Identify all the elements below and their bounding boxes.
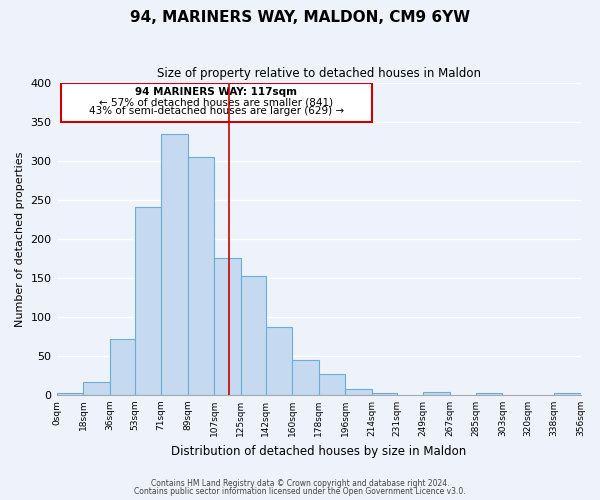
Bar bbox=[345, 388, 371, 395]
Text: Contains public sector information licensed under the Open Government Licence v3: Contains public sector information licen… bbox=[134, 487, 466, 496]
Text: 43% of semi-detached houses are larger (629) →: 43% of semi-detached houses are larger (… bbox=[89, 106, 344, 117]
Bar bbox=[83, 382, 110, 395]
Bar bbox=[56, 392, 83, 395]
Y-axis label: Number of detached properties: Number of detached properties bbox=[15, 152, 25, 326]
Bar bbox=[266, 327, 292, 395]
Bar bbox=[476, 394, 502, 395]
Bar bbox=[161, 134, 188, 395]
Bar bbox=[214, 258, 241, 395]
Bar bbox=[134, 207, 161, 395]
Bar bbox=[423, 392, 449, 395]
Text: 94, MARINERS WAY, MALDON, CM9 6YW: 94, MARINERS WAY, MALDON, CM9 6YW bbox=[130, 10, 470, 25]
Title: Size of property relative to detached houses in Maldon: Size of property relative to detached ho… bbox=[157, 68, 481, 80]
Bar bbox=[188, 157, 214, 395]
Text: Contains HM Land Registry data © Crown copyright and database right 2024.: Contains HM Land Registry data © Crown c… bbox=[151, 478, 449, 488]
Bar bbox=[554, 394, 581, 395]
Bar bbox=[292, 360, 319, 395]
FancyBboxPatch shape bbox=[61, 83, 371, 122]
Text: ← 57% of detached houses are smaller (841): ← 57% of detached houses are smaller (84… bbox=[99, 97, 333, 107]
Bar bbox=[241, 276, 266, 395]
Bar bbox=[319, 374, 345, 395]
Text: 94 MARINERS WAY: 117sqm: 94 MARINERS WAY: 117sqm bbox=[135, 87, 297, 97]
Bar bbox=[110, 339, 134, 395]
Bar bbox=[371, 392, 397, 395]
X-axis label: Distribution of detached houses by size in Maldon: Distribution of detached houses by size … bbox=[171, 444, 466, 458]
